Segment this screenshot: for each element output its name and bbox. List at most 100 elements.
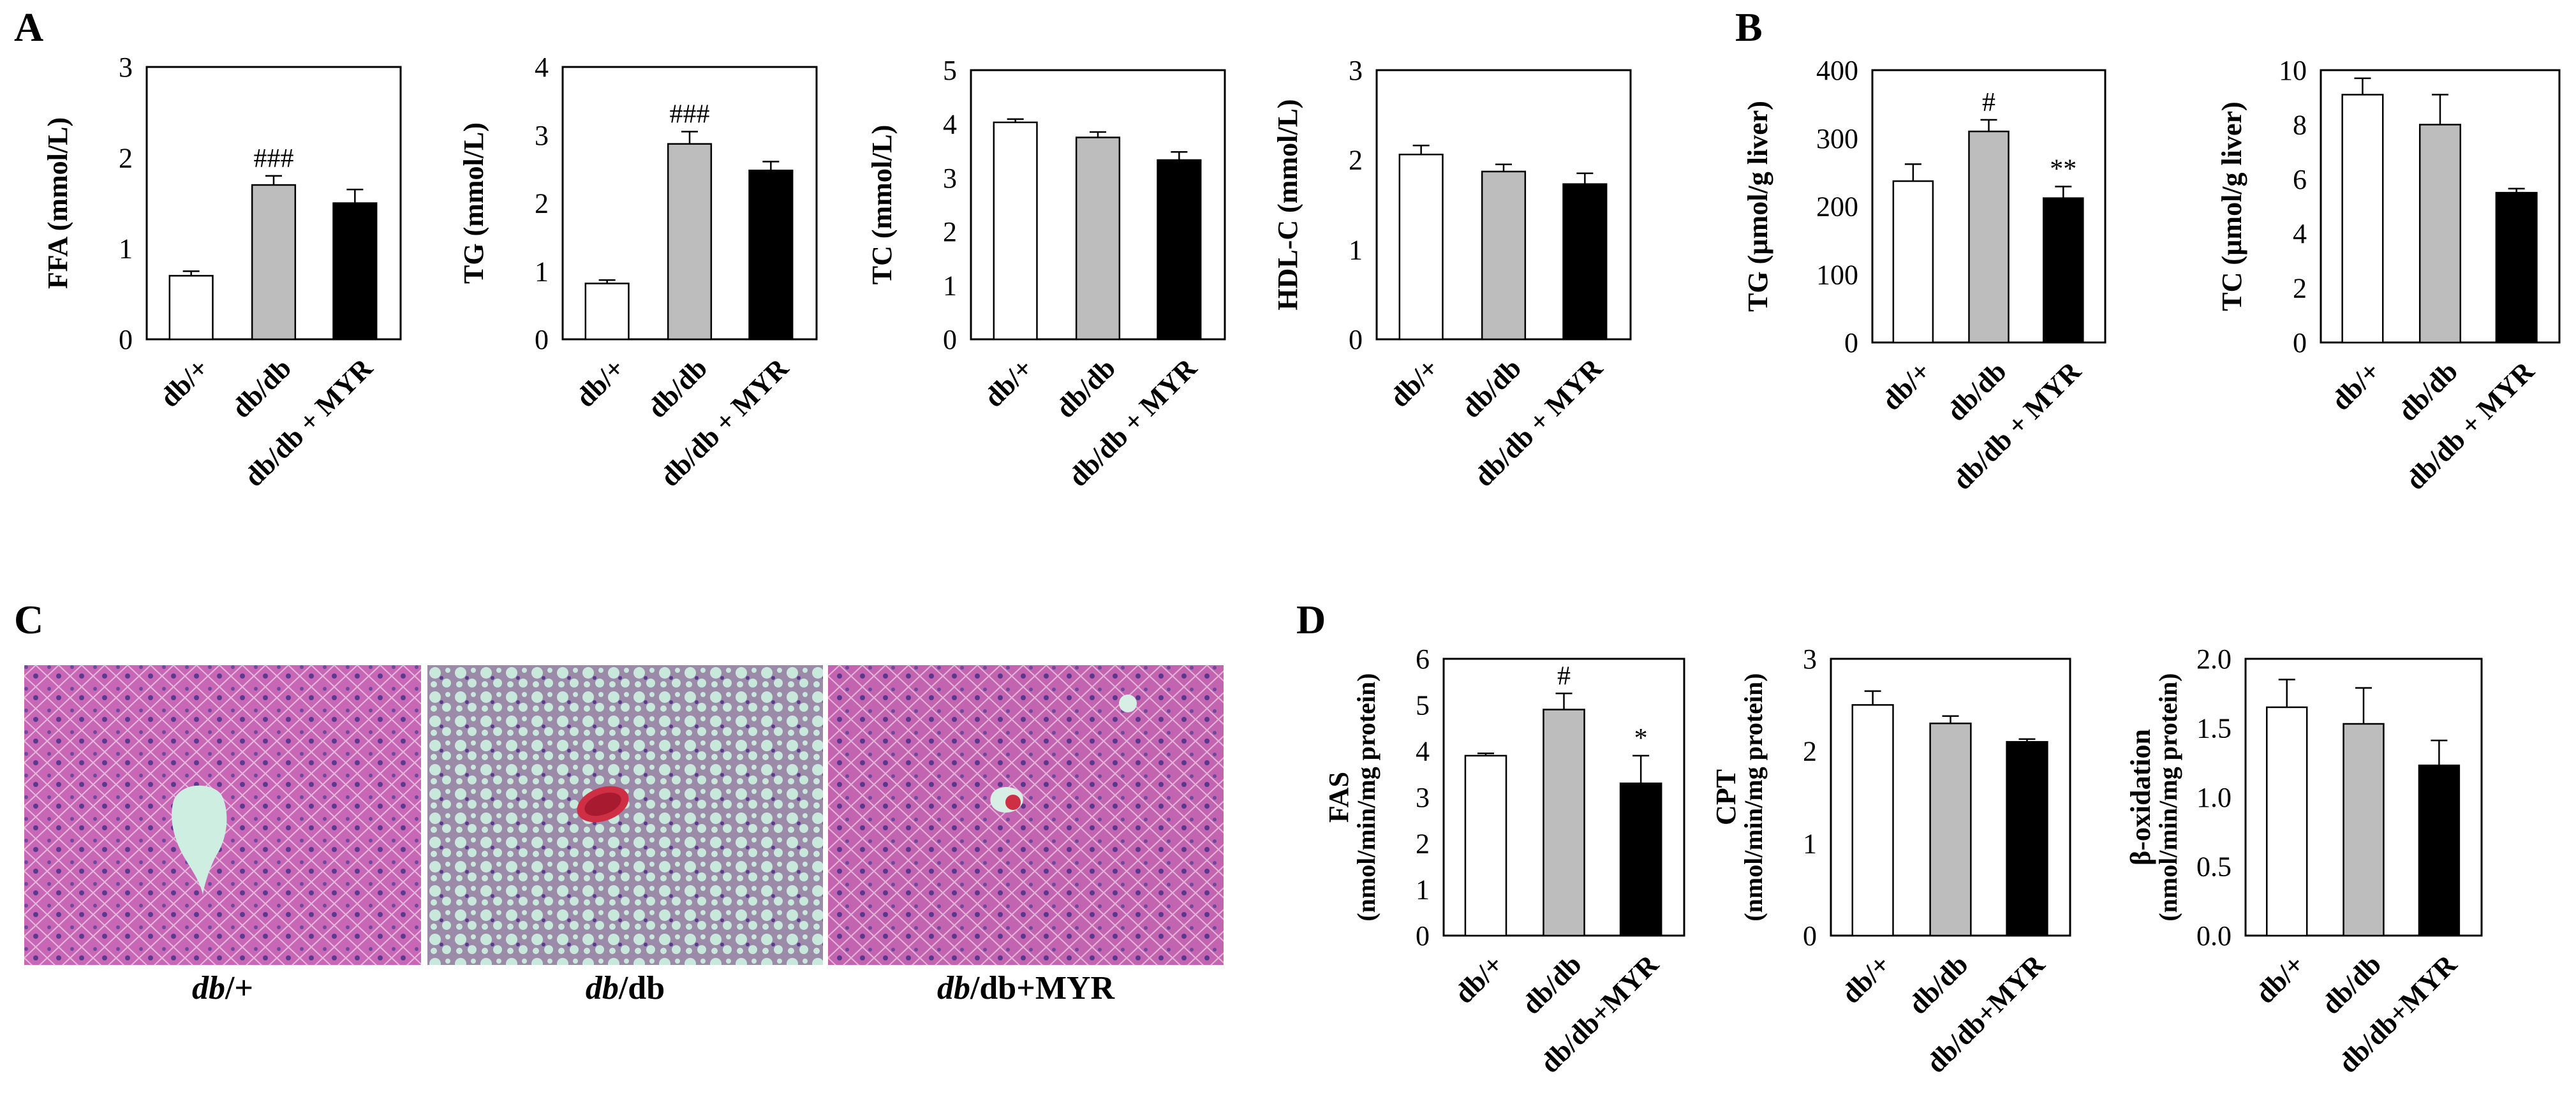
- chart-0-ytick-label: 3: [119, 52, 133, 83]
- chart-1-bar: [584, 283, 630, 341]
- chart-2-ytick-label: 3: [943, 163, 957, 194]
- chart-6-category-label: db/db: [1516, 948, 1588, 1020]
- chart-0-ytick-label: 0: [119, 324, 133, 355]
- chart-6-ylabel-units: (nmol/min/mg protein): [1352, 673, 1381, 921]
- chart-4-ytick-label: 200: [1816, 191, 1858, 223]
- chart-6-bar: [1619, 783, 1662, 937]
- chart-4-category-label: db/db: [1941, 355, 2013, 427]
- chart-1-ytick-label: 3: [535, 120, 549, 151]
- chart-4-category-label: db/+: [1876, 355, 1937, 416]
- chart-3-ytick-label: 1: [1349, 234, 1363, 265]
- chart-2-bar: [993, 121, 1038, 341]
- chart-8-category-label: db/+: [2249, 948, 2311, 1010]
- chart-5-ytick-label: 8: [2293, 109, 2307, 140]
- chart-3-ylabel: HDL-C (mmol/L): [1272, 99, 1303, 310]
- chart-3-ytick-label: 2: [1349, 145, 1363, 176]
- chart-3-category-label: db/db: [1456, 352, 1528, 424]
- chart-2-ytick-label: 4: [943, 108, 957, 140]
- chart-6-ytick-label: 2: [1416, 828, 1430, 859]
- chart-7-ytick-label: 1: [1803, 828, 1817, 859]
- chart-8-ylabel: β-oxidation: [2125, 729, 2156, 865]
- chart-4-ytick-label: 300: [1816, 123, 1858, 154]
- chart-5-ytick-label: 10: [2279, 55, 2307, 86]
- chart-7-bar: [2006, 740, 2048, 937]
- chart-8-ytick-label: 2.0: [2196, 644, 2232, 675]
- chart-0-category-label: db/+: [154, 352, 215, 413]
- chart-4-category-label: db/db + MYR: [1946, 355, 2087, 496]
- chart-4-bar: [2043, 197, 2084, 344]
- chart-3-category-label: db/+: [1384, 352, 1445, 413]
- chart-6-bar: [1543, 709, 1585, 937]
- chart-3-bar: [1398, 153, 1444, 341]
- chart-8-ytick-label: 0.5: [2196, 851, 2232, 883]
- chart-1-category-label: db/db: [642, 352, 714, 424]
- chart-4-ylabel: TG (µmol/g liver): [1742, 101, 1773, 312]
- chart-1-ytick-label: 4: [535, 52, 549, 83]
- chart-4-significance-label: **: [2050, 155, 2076, 184]
- chart-1-category-label: db/+: [570, 352, 631, 413]
- chart-5-ytick-label: 2: [2293, 273, 2307, 304]
- chart-1-bar: [748, 170, 794, 341]
- chart-6-ytick-label: 4: [1416, 736, 1430, 767]
- chart-2-bar: [1075, 136, 1121, 341]
- chart-2-ytick-label: 5: [943, 55, 957, 86]
- chart-2-category-label: db/+: [978, 352, 1039, 413]
- chart-8-bar: [2266, 706, 2308, 937]
- chart-6-ytick-label: 6: [1416, 644, 1430, 675]
- chart-0-ylabel: FFA (mmol/L): [42, 117, 73, 289]
- chart-1-ytick-label: 1: [535, 256, 549, 287]
- chart-5-category-label: db/db: [2392, 355, 2464, 427]
- chart-6-ylabel: FAS: [1323, 772, 1354, 823]
- chart-5-bar: [2341, 94, 2384, 344]
- chart-4-ytick-label: 100: [1816, 259, 1858, 290]
- chart-3-ytick-label: 3: [1349, 55, 1363, 86]
- panel-label-d: D: [1296, 597, 1326, 642]
- chart-1-ytick-label: 2: [535, 188, 549, 219]
- histology-caption-db-plus: db/+: [191, 970, 254, 1006]
- chart-6-ytick-label: 5: [1416, 689, 1430, 721]
- chart-0-ytick-label: 2: [119, 142, 133, 173]
- histology-caption-db-db-myr: db/db+MYR: [936, 970, 1115, 1006]
- chart-4-bar: [1892, 180, 1934, 344]
- chart-6-category-label: db/+: [1448, 948, 1509, 1010]
- chart-1-ylabel: TG (mmol/L): [458, 122, 489, 284]
- chart-4-ytick-label: 0: [1844, 327, 1858, 358]
- chart-8-ytick-label: 0.0: [2196, 920, 2232, 952]
- chart-8-ytick-label: 1.0: [2196, 782, 2232, 813]
- chart-3-ytick-label: 0: [1349, 324, 1363, 355]
- chart-7-bar: [1929, 723, 1972, 937]
- panel-label-b: B: [1735, 4, 1763, 50]
- chart-6-bar: [1464, 754, 1507, 937]
- chart-5-ytick-label: 0: [2293, 327, 2307, 358]
- chart-0-bar: [332, 202, 378, 341]
- chart-2-category-label: db/db: [1050, 352, 1122, 424]
- chart-4-significance-label: #: [1982, 88, 1995, 117]
- chart-7-category-label: db/+: [1835, 948, 1897, 1010]
- chart-2-ytick-label: 0: [943, 324, 957, 355]
- chart-3-bar: [1562, 183, 1608, 341]
- chart-2-ytick-label: 1: [943, 270, 957, 302]
- chart-6-significance-label: #: [1557, 661, 1571, 691]
- chart-5-ylabel: TC (µmol/g liver): [2216, 101, 2247, 311]
- chart-0-bar: [168, 275, 214, 341]
- chart-4-bar: [1968, 130, 2010, 344]
- chart-1-bar: [667, 143, 713, 341]
- chart-6-ytick-label: 1: [1416, 874, 1430, 906]
- chart-7-ylabel: CPT: [1710, 769, 1742, 825]
- chart-5-bar: [2418, 124, 2462, 344]
- chart-6-ytick-label: 0: [1416, 920, 1430, 952]
- chart-8-bar: [2418, 764, 2461, 937]
- chart-0-category-label: db/db: [226, 352, 298, 424]
- chart-2-bar: [1157, 159, 1202, 341]
- histology-image-db-db-myr: [828, 665, 1224, 965]
- chart-1-significance-label: ###: [670, 99, 710, 129]
- chart-3-bar: [1481, 170, 1527, 341]
- chart-4-ytick-label: 400: [1816, 55, 1858, 86]
- chart-7-ytick-label: 3: [1803, 644, 1817, 675]
- chart-8-ylabel-units: (nmol/min/mg protein): [2154, 673, 2182, 921]
- panel-label-a: A: [14, 4, 44, 50]
- panel-label-c: C: [14, 597, 44, 642]
- chart-2-ytick-label: 2: [943, 216, 957, 247]
- chart-8-ytick-label: 1.5: [2196, 713, 2232, 744]
